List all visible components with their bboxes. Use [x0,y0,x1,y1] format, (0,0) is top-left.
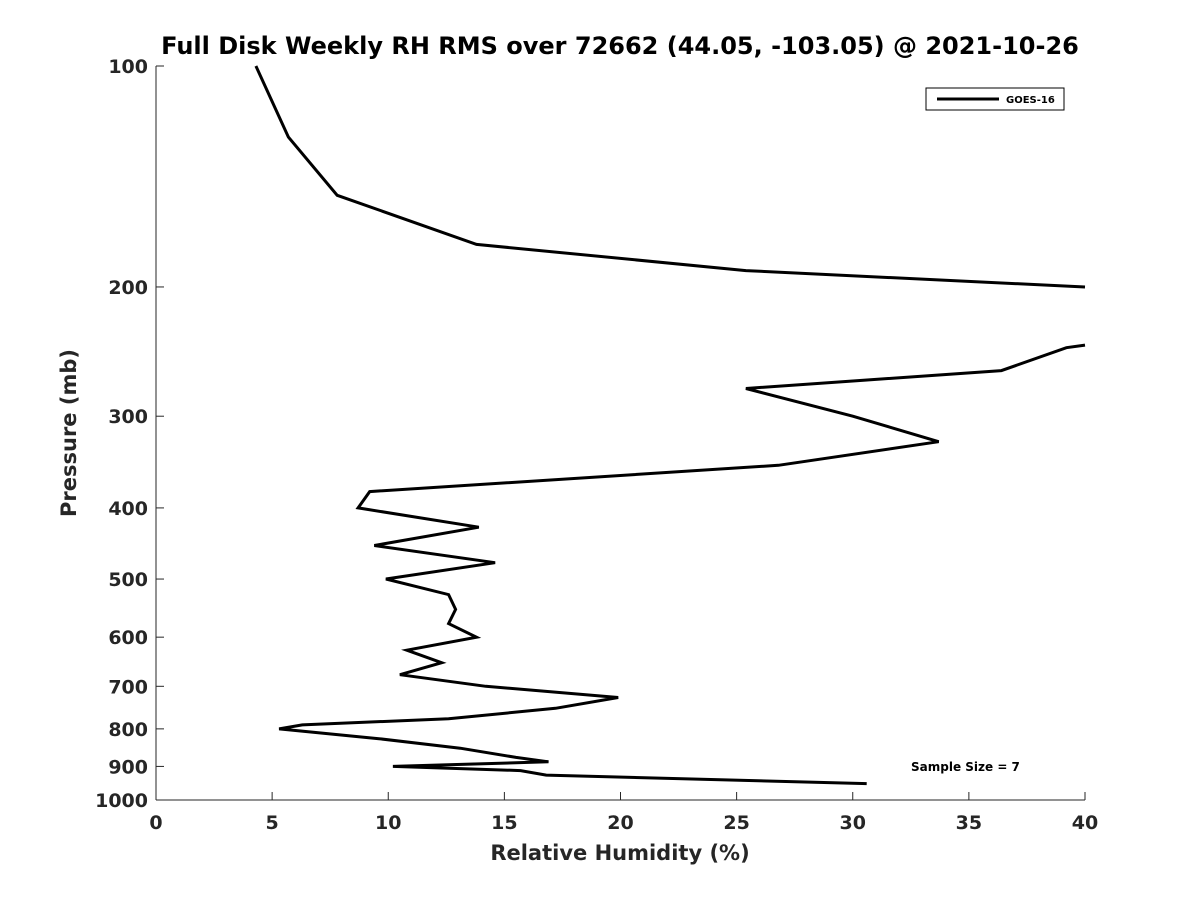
x-axis-label: Relative Humidity (%) [490,841,749,865]
y-tick-label: 100 [108,56,148,78]
y-tick-label: 700 [108,676,148,698]
chart-title: Full Disk Weekly RH RMS over 72662 (44.0… [161,32,1079,60]
y-tick-label: 800 [108,719,148,741]
x-tick-label: 20 [607,812,633,834]
x-ticks: 0 5 10 15 20 25 30 35 40 [149,792,1098,834]
y-tick-label: 600 [108,627,148,649]
legend: GOES-16 [925,87,1065,111]
y-tick-label: 1000 [95,790,148,812]
y-tick-label: 900 [108,756,148,778]
y-tick-label: 400 [108,498,148,520]
x-tick-label: 35 [956,812,982,834]
series-line-segment [278,343,1086,786]
series-line-segment [254,65,1086,289]
x-tick-label: 25 [723,812,749,834]
x-tick-label: 0 [149,812,162,834]
y-axis-label: Pressure (mb) [57,349,81,517]
y-tick-label: 500 [108,569,148,591]
x-tick-label: 5 [266,812,279,834]
x-tick-label: 30 [840,812,866,834]
x-tick-label: 10 [375,812,401,834]
y-tick-label: 300 [108,406,148,428]
x-tick-label: 15 [491,812,517,834]
x-tick-label: 40 [1072,812,1098,834]
y-tick-label: 200 [108,277,148,299]
series-layer [254,65,1086,786]
sample-size-annotation: Sample Size = 7 [911,760,1020,774]
legend-label: GOES-16 [1006,95,1055,106]
y-ticks: 100 200 300 400 500 600 700 800 900 1000 [95,56,164,812]
plot-area [155,66,1085,801]
